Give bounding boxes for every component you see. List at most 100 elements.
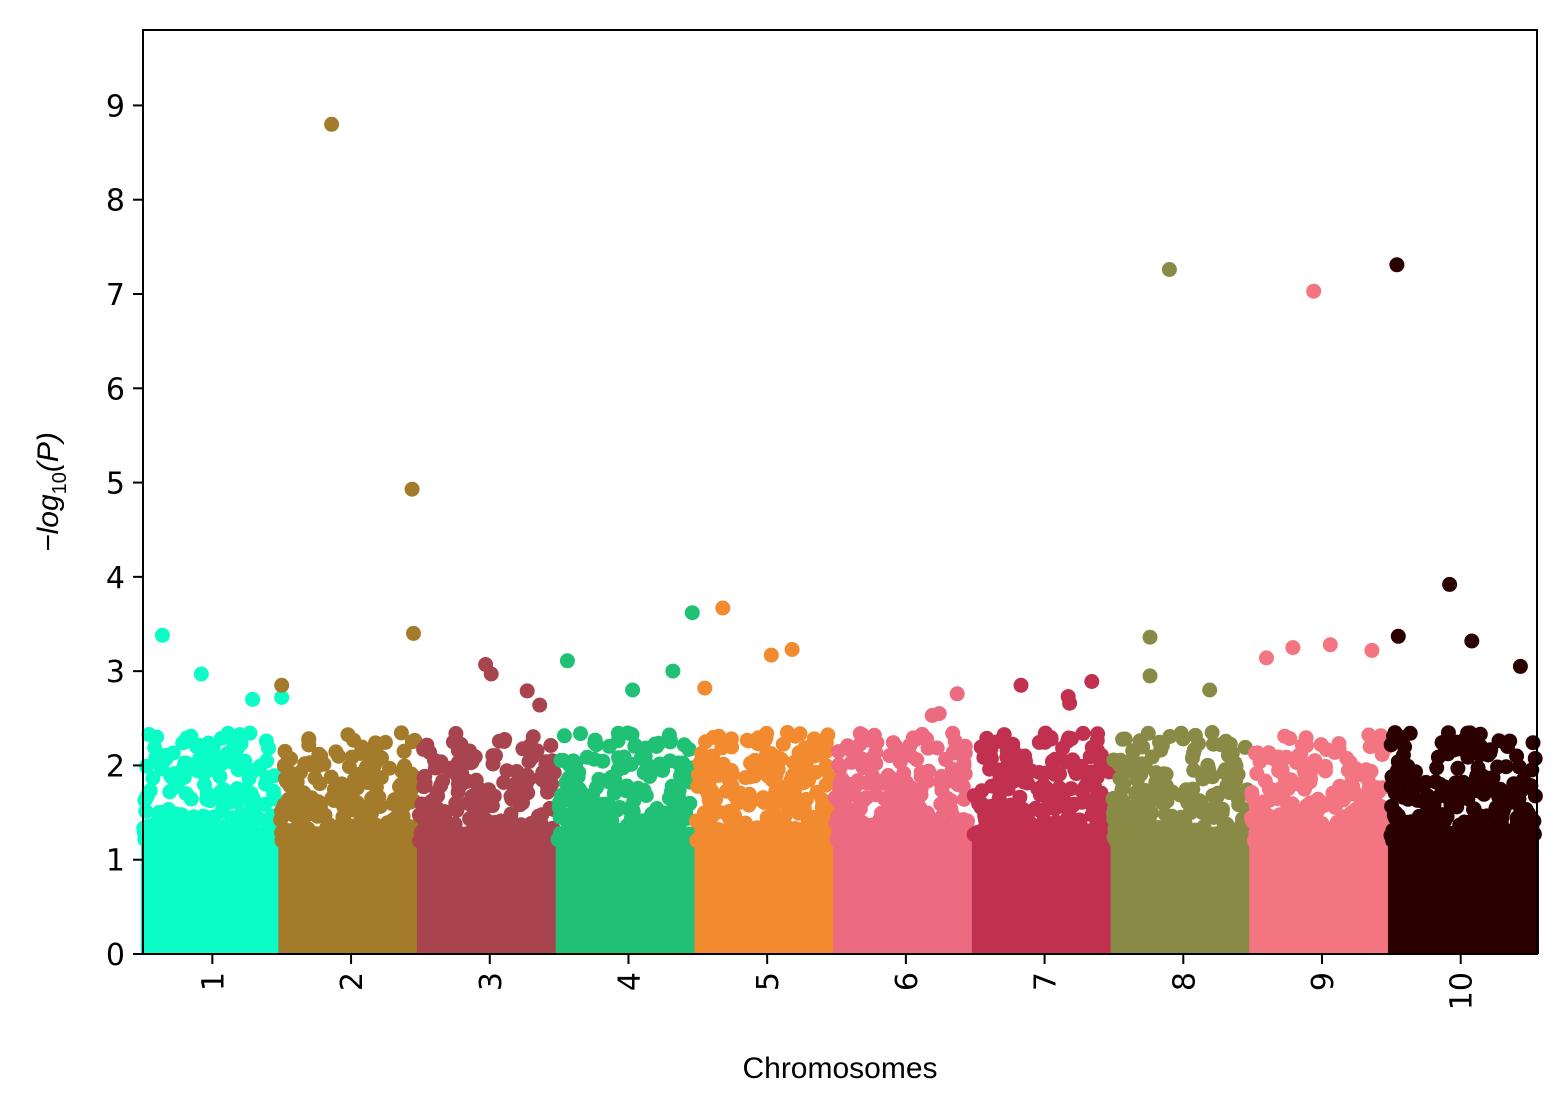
data-point xyxy=(464,754,480,770)
top-hit-point xyxy=(559,653,575,669)
data-point xyxy=(1456,732,1472,748)
data-point xyxy=(1208,791,1224,807)
data-point xyxy=(879,811,895,827)
data-point xyxy=(316,756,332,772)
data-point xyxy=(1283,772,1299,788)
chromosome-3-series xyxy=(411,657,563,954)
data-point xyxy=(887,777,903,793)
data-point xyxy=(1352,788,1368,804)
data-point xyxy=(920,805,935,821)
data-point xyxy=(1429,760,1445,776)
data-point xyxy=(246,803,262,819)
data-point xyxy=(623,811,639,826)
data-point xyxy=(818,758,834,774)
data-point xyxy=(1121,832,1137,848)
top-hit-point xyxy=(406,625,421,641)
data-point xyxy=(1152,734,1167,750)
top-hit-point xyxy=(924,708,940,723)
data-point xyxy=(1527,788,1543,804)
data-point xyxy=(658,833,674,849)
data-point xyxy=(1493,816,1509,832)
data-point xyxy=(609,802,625,818)
data-point xyxy=(212,768,228,784)
data-point xyxy=(853,751,869,766)
data-point xyxy=(1469,767,1485,783)
data-point xyxy=(1204,725,1220,740)
data-point xyxy=(1524,762,1540,778)
data-point xyxy=(839,832,855,848)
data-point xyxy=(540,779,555,795)
data-point xyxy=(369,739,385,755)
data-point xyxy=(426,752,442,768)
data-point xyxy=(335,833,351,848)
data-point xyxy=(1519,819,1535,835)
data-point xyxy=(556,728,572,744)
data-point xyxy=(936,821,952,837)
data-point xyxy=(969,825,985,840)
data-point xyxy=(359,762,375,778)
data-point xyxy=(1000,753,1016,768)
data-point xyxy=(1201,761,1216,777)
data-point xyxy=(667,799,683,815)
data-point xyxy=(485,748,501,764)
data-point xyxy=(195,815,211,831)
data-point xyxy=(373,770,389,786)
y-tick-label: 7 xyxy=(106,278,125,313)
data-point xyxy=(656,813,672,829)
data-point xyxy=(1404,814,1419,830)
data-point xyxy=(214,750,230,766)
data-point xyxy=(900,819,916,835)
data-point xyxy=(532,820,547,836)
data-point xyxy=(1089,769,1105,785)
data-point xyxy=(158,833,174,849)
chromosome-7-dense-points xyxy=(971,826,1112,954)
data-point xyxy=(1491,789,1507,805)
data-point xyxy=(834,771,850,787)
data-point xyxy=(215,802,230,818)
data-point xyxy=(297,756,313,772)
data-point xyxy=(775,736,791,752)
top-hit-point xyxy=(1306,283,1322,299)
data-point xyxy=(1000,805,1016,821)
data-point xyxy=(197,777,212,793)
data-point xyxy=(951,829,967,845)
data-point xyxy=(379,833,395,849)
y-tick-label: 6 xyxy=(106,372,125,407)
data-point xyxy=(1106,752,1122,768)
data-point xyxy=(1049,816,1065,832)
data-point xyxy=(1226,783,1241,799)
data-point xyxy=(1294,738,1310,754)
data-point xyxy=(1063,781,1079,797)
data-point xyxy=(426,808,442,824)
data-point xyxy=(550,832,566,848)
data-point xyxy=(341,759,357,775)
data-point xyxy=(798,791,814,807)
data-point xyxy=(1250,814,1266,829)
data-point xyxy=(601,738,617,754)
data-point xyxy=(1384,769,1400,785)
data-point xyxy=(1472,726,1488,742)
data-point xyxy=(232,812,248,828)
data-point xyxy=(1476,786,1492,802)
y-tick-label: 0 xyxy=(106,938,125,973)
data-point xyxy=(1051,780,1067,796)
x-tick-label: 10 xyxy=(1445,972,1480,1010)
data-point xyxy=(1304,800,1320,816)
data-point xyxy=(1012,789,1028,805)
data-point xyxy=(417,775,433,791)
data-point xyxy=(953,745,969,760)
data-point xyxy=(165,745,181,761)
data-point xyxy=(982,761,998,777)
data-point xyxy=(805,809,821,825)
data-point xyxy=(945,725,961,741)
top-hit-point xyxy=(245,691,261,707)
data-point xyxy=(393,725,409,741)
data-point xyxy=(1432,776,1448,792)
data-point xyxy=(1261,781,1277,797)
data-point xyxy=(442,763,457,779)
data-point xyxy=(1137,782,1153,798)
data-point xyxy=(1482,831,1498,847)
data-point xyxy=(615,822,631,838)
data-point xyxy=(929,740,945,756)
